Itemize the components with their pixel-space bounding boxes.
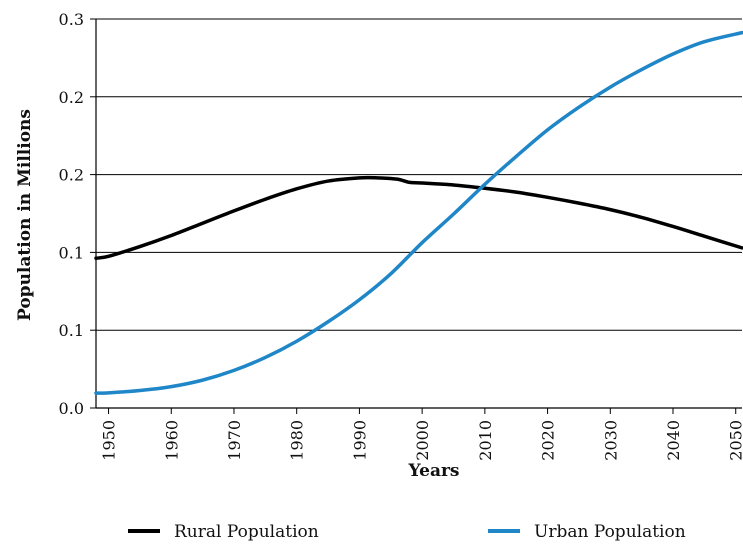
x-tick-label: 1970 — [225, 420, 244, 461]
y-tick-label: 0.2 — [59, 88, 84, 107]
x-tick-label: 1960 — [162, 420, 181, 461]
x-tick-label: 1990 — [350, 420, 369, 461]
x-tick-label: 1980 — [288, 420, 307, 461]
legend: Rural Population Urban Population — [128, 522, 686, 542]
y-tick-label: 0.3 — [59, 10, 84, 29]
y-axis-title: Population in Millions — [15, 109, 35, 321]
x-tick-label: 2030 — [601, 420, 620, 461]
series-lines — [94, 30, 743, 395]
x-tick-label: 2020 — [539, 420, 558, 461]
x-axis-title: Years — [407, 461, 459, 481]
gridlines — [96, 18, 742, 331]
y-tick-label: 0.1 — [59, 243, 84, 262]
x-tick-label: 1950 — [100, 420, 119, 461]
legend-label-rural: Rural Population — [174, 522, 319, 542]
y-tick-labels: 0.0 0.1 0.1 0.2 0.2 0.3 — [59, 10, 96, 418]
urban-population-line — [94, 30, 743, 395]
x-tick-label: 2050 — [727, 420, 743, 461]
y-tick-label: 0.1 — [59, 321, 84, 340]
x-tick-labels: 1950 1960 1970 1980 1990 2000 2010 2020 2030 2040… — [100, 408, 743, 461]
x-tick-label: 2040 — [664, 420, 683, 461]
y-tick-label: 0.2 — [59, 166, 84, 185]
rural-population-line — [94, 175, 743, 260]
x-tick-label: 2000 — [413, 420, 432, 461]
axes — [95, 19, 742, 409]
x-tick-label: 2010 — [476, 420, 495, 461]
y-tick-label: 0.0 — [59, 399, 84, 418]
legend-label-urban: Urban Population — [534, 522, 686, 542]
